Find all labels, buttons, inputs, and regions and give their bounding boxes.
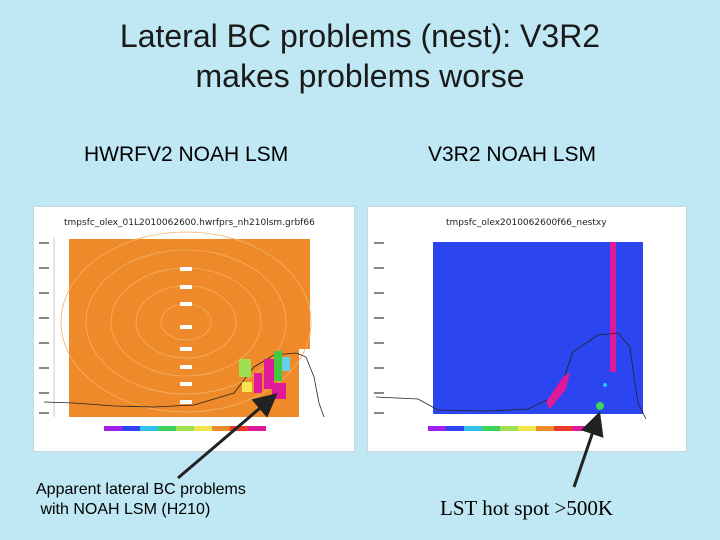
right-heading: V3R2 NOAH LSM xyxy=(428,143,597,166)
right-plot-title: tmpsfc_olex2010062600f66_nestxy xyxy=(446,218,607,228)
hot-spot-marker xyxy=(596,402,604,410)
title-line-1: Lateral BC problems (nest): V3R2 xyxy=(119,18,601,54)
left-caption: Apparent lateral BC problems with NOAH L… xyxy=(36,480,246,520)
hot-spot-streak xyxy=(546,372,570,409)
right-plot-panel: tmpsfc_olex2010062600f66_nestxy xyxy=(367,206,687,452)
left-plot-title: tmpsfc_olex_01L2010062600.hwrfprs_nh210l… xyxy=(64,218,315,228)
left-plot-panel: tmpsfc_olex_01L2010062600.hwrfprs_nh210l… xyxy=(33,206,355,452)
right-caption: LST hot spot >500K xyxy=(440,496,614,520)
slide-title: Lateral BC problems (nest): V3R2 makes p… xyxy=(0,16,720,96)
left-heading: HWRFV2 NOAH LSM xyxy=(84,143,289,166)
left-plot-image: tmpsfc_olex_01L2010062600.hwrfprs_nh210l… xyxy=(39,218,325,431)
right-plot-image: tmpsfc_olex2010062600f66_nestxy xyxy=(374,218,647,431)
left-caption-line-1: Apparent lateral BC problems xyxy=(36,481,246,498)
title-line-2: makes problems worse xyxy=(195,58,525,94)
left-caption-line-2: with NOAH LSM (H210) xyxy=(36,501,211,518)
right-temperature-field xyxy=(433,242,643,414)
